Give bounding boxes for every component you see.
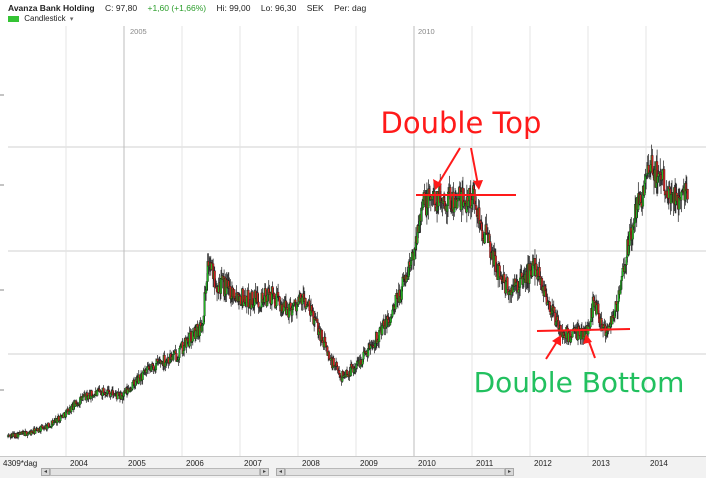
annotation-layer: Double Top Double Bottom: [381, 106, 685, 399]
range-right-button[interactable]: ▸: [505, 468, 514, 476]
close-value: C: 97,80: [104, 3, 138, 13]
xtick-label: 2012: [534, 459, 552, 468]
change-value: +1,60 (+1,66%): [147, 3, 207, 13]
double-bottom-arrowhead-right: [583, 334, 592, 344]
period: Per: dag: [334, 3, 367, 13]
series-color-swatch: [8, 15, 19, 22]
chart-header: Avanza Bank Holding C: 97,80 +1,60 (+1,6…: [0, 0, 706, 26]
top-marker-2010: 2010: [418, 27, 435, 36]
top-marker-2005: 2005: [130, 27, 147, 36]
interval-label: 4309*dag: [3, 459, 38, 468]
xtick-label: 2013: [592, 459, 610, 468]
double-top-arrowhead-right: [473, 180, 483, 190]
chevron-down-icon[interactable]: ▾: [69, 16, 74, 23]
double-bottom-arrowhead-left: [552, 335, 561, 346]
low-value: Lo: 96,30: [260, 3, 297, 13]
candle-body: [686, 188, 689, 200]
range-scrollbar[interactable]: [285, 468, 505, 476]
xtick-label: 2004: [70, 459, 88, 468]
double-top-arrowhead-left: [433, 179, 442, 190]
top-year-markers: 2005 2010: [130, 27, 435, 36]
quote-summary: Avanza Bank Holding C: 97,80 +1,60 (+1,6…: [8, 3, 374, 13]
double-top-arrow-left: [436, 147, 461, 187]
grid-lines: [0, 26, 706, 456]
candle-body: [663, 169, 666, 191]
candles-layer: [6, 144, 689, 440]
scroll-left-button[interactable]: ◂: [41, 468, 50, 476]
chart-style-selector[interactable]: Candlestick ▾: [8, 14, 73, 23]
double-bottom-label: Double Bottom: [474, 366, 685, 399]
scroll-right-button[interactable]: ▸: [260, 468, 269, 476]
xtick-label: 2006: [186, 459, 204, 468]
candle-body: [433, 191, 436, 205]
candle-body: [327, 351, 331, 360]
double-bottom-line: [536, 328, 631, 332]
instrument-name: Avanza Bank Holding: [8, 3, 95, 13]
currency: SEK: [306, 3, 324, 13]
xtick-label: 2014: [650, 459, 668, 468]
candle-body: [680, 191, 683, 201]
double-top-label: Double Top: [381, 106, 542, 140]
candle-body: [219, 278, 223, 294]
range-left-button[interactable]: ◂: [276, 468, 285, 476]
xtick-label: 2007: [244, 459, 262, 468]
candle-body: [154, 363, 158, 370]
candle-body: [27, 433, 30, 435]
xtick-label: 2011: [476, 459, 494, 468]
xtick-label: 2009: [360, 459, 378, 468]
candle-body: [519, 277, 522, 288]
price-chart: Double Top Double Bottom 2005 2010: [0, 26, 706, 456]
xtick-label: 2008: [302, 459, 320, 468]
scrollbar-track-left[interactable]: [50, 468, 260, 476]
xtick-label: 2005: [128, 459, 146, 468]
chart-style-label: Candlestick: [24, 14, 66, 23]
xtick-label: 2010: [418, 459, 436, 468]
double-top-arrow-right: [470, 147, 479, 186]
high-value: Hi: 99,00: [216, 3, 251, 13]
